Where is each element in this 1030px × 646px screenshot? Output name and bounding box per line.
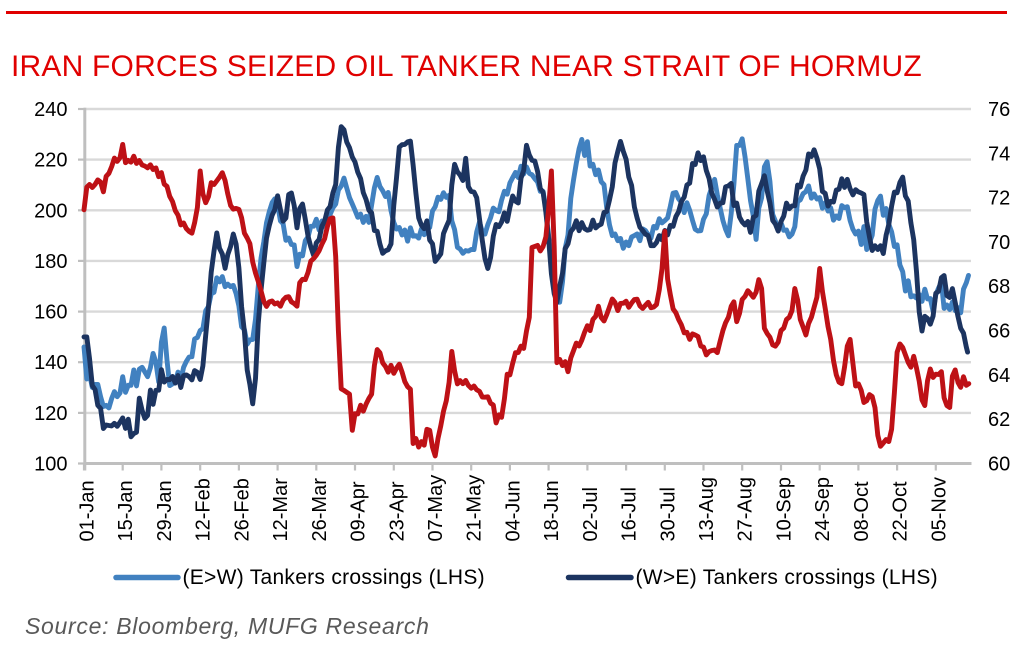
svg-text:29-Jan: 29-Jan: [154, 480, 176, 541]
svg-text:04-Jun: 04-Jun: [502, 480, 524, 541]
svg-text:240: 240: [34, 99, 67, 121]
svg-text:70: 70: [988, 232, 1010, 254]
svg-text:18-Jun: 18-Jun: [541, 480, 563, 541]
svg-text:12-Feb: 12-Feb: [193, 478, 215, 541]
svg-text:08-Oct: 08-Oct: [851, 481, 873, 541]
svg-text:23-Apr: 23-Apr: [386, 481, 408, 541]
svg-text:140: 140: [34, 352, 67, 374]
svg-text:30-Jul: 30-Jul: [657, 487, 679, 541]
svg-text:27-Aug: 27-Aug: [735, 477, 757, 542]
svg-text:26-Mar: 26-Mar: [309, 478, 331, 542]
svg-text:66: 66: [988, 321, 1010, 343]
svg-text:60: 60: [988, 454, 1010, 476]
svg-text:10-Sep: 10-Sep: [774, 477, 796, 542]
svg-text:62: 62: [988, 409, 1010, 431]
svg-text:160: 160: [34, 302, 67, 324]
svg-text:64: 64: [988, 365, 1010, 387]
svg-text:76: 76: [988, 99, 1010, 121]
svg-text:100: 100: [34, 454, 67, 476]
svg-text:200: 200: [34, 200, 67, 222]
svg-text:16-Jul: 16-Jul: [619, 487, 641, 541]
svg-text:220: 220: [34, 150, 67, 172]
svg-text:24-Sep: 24-Sep: [812, 477, 834, 542]
svg-text:07-May: 07-May: [425, 475, 447, 542]
svg-text:12-Mar: 12-Mar: [270, 478, 292, 542]
svg-text:21-May: 21-May: [464, 475, 486, 542]
svg-text:05-Nov: 05-Nov: [928, 477, 950, 541]
svg-text:180: 180: [34, 251, 67, 273]
svg-text:26-Feb: 26-Feb: [231, 478, 253, 541]
svg-text:(W>E) Tankers crossings (LHS): (W>E) Tankers crossings (LHS): [636, 566, 938, 589]
svg-text:74: 74: [988, 143, 1010, 165]
svg-text:09-Apr: 09-Apr: [348, 481, 370, 541]
svg-text:(E>W) Tankers crossings (LHS): (E>W) Tankers crossings (LHS): [183, 566, 485, 589]
svg-text:13-Aug: 13-Aug: [696, 477, 718, 542]
svg-text:15-Jan: 15-Jan: [115, 480, 137, 541]
svg-text:22-Oct: 22-Oct: [890, 481, 912, 541]
svg-text:01-Jan: 01-Jan: [77, 480, 99, 541]
svg-text:02-Jul: 02-Jul: [580, 487, 602, 541]
svg-text:68: 68: [988, 276, 1010, 298]
svg-text:72: 72: [988, 188, 1010, 210]
svg-text:120: 120: [34, 403, 67, 425]
